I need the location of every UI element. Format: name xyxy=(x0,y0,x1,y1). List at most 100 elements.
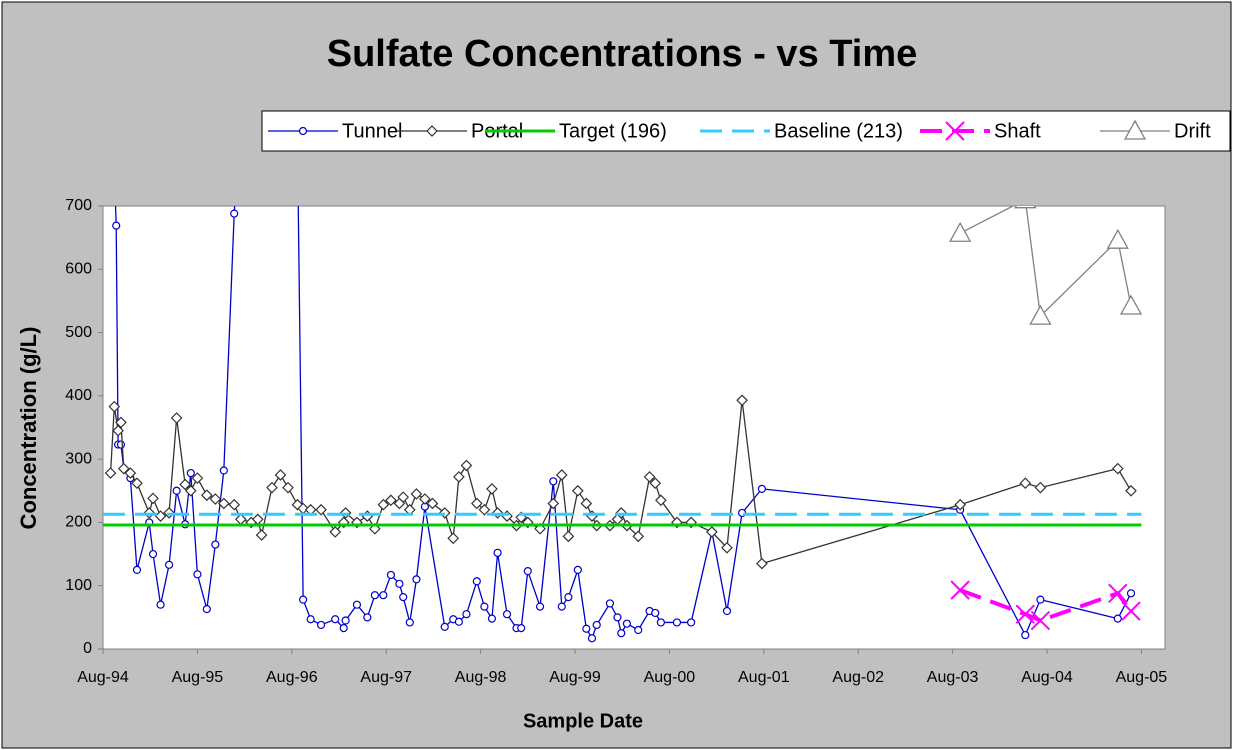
data-point xyxy=(363,613,372,622)
data-point xyxy=(274,469,287,481)
data-point xyxy=(672,618,682,627)
data-point xyxy=(1034,481,1047,494)
data-point xyxy=(154,510,167,522)
data-point xyxy=(555,469,568,481)
data-point xyxy=(337,516,350,529)
data-point xyxy=(706,526,718,538)
x-tick-label: Aug-05 xyxy=(1116,669,1168,686)
data-point xyxy=(757,484,767,493)
data-point xyxy=(573,565,582,574)
data-point xyxy=(1015,604,1035,624)
data-point xyxy=(1029,304,1052,325)
data-point xyxy=(721,541,733,554)
data-point xyxy=(172,486,181,495)
data-point xyxy=(470,497,483,510)
data-point xyxy=(523,567,532,576)
data-point xyxy=(331,615,340,624)
data-point xyxy=(291,498,304,511)
data-point xyxy=(228,498,241,511)
data-point xyxy=(341,616,350,625)
data-point xyxy=(454,617,463,626)
data-point xyxy=(571,484,584,497)
legend-marker xyxy=(1123,119,1147,140)
y-tick-label: 400 xyxy=(65,387,92,404)
data-point xyxy=(587,634,597,643)
data-point xyxy=(379,591,388,600)
data-point xyxy=(549,477,558,486)
x-tick-label: Aug-01 xyxy=(738,669,790,686)
data-point xyxy=(517,624,526,633)
x-tick-label: Aug-00 xyxy=(644,669,696,686)
x-axis-label: Sample Date xyxy=(523,710,643,732)
data-point xyxy=(131,477,143,490)
data-point xyxy=(315,503,327,516)
chart-title: Sulfate Concentrations - vs Time xyxy=(327,33,918,75)
data-point xyxy=(405,618,414,627)
data-point xyxy=(671,516,683,529)
data-point xyxy=(370,591,379,600)
data-point xyxy=(170,412,183,424)
data-point xyxy=(949,221,972,242)
plot-area xyxy=(102,205,1166,650)
data-point xyxy=(440,622,449,631)
data-point xyxy=(1021,630,1030,640)
data-point xyxy=(493,548,502,557)
x-tick-label: Aug-04 xyxy=(1021,669,1073,686)
data-point xyxy=(104,467,117,479)
y-tick-label: 300 xyxy=(65,450,92,467)
data-point xyxy=(547,497,560,510)
data-point xyxy=(535,602,545,611)
data-point xyxy=(651,608,660,618)
plot-content xyxy=(103,206,1143,643)
data-point xyxy=(179,478,191,491)
data-point xyxy=(266,481,278,494)
data-point xyxy=(230,209,239,218)
data-point xyxy=(377,498,390,511)
data-point xyxy=(1030,610,1051,631)
data-point xyxy=(643,471,656,483)
data-point xyxy=(487,614,497,623)
x-tick-label: Aug-96 xyxy=(266,669,318,686)
data-point xyxy=(116,440,126,449)
legend-marker xyxy=(298,126,308,136)
data-point xyxy=(649,477,662,490)
y-tick-label: 500 xyxy=(65,324,92,341)
data-point xyxy=(112,221,121,230)
legend-label: Shaft xyxy=(994,120,1041,142)
data-point xyxy=(521,516,534,529)
data-point xyxy=(562,530,575,543)
data-point xyxy=(399,593,408,602)
data-point xyxy=(316,620,326,630)
data-point xyxy=(124,467,137,479)
data-point xyxy=(108,400,121,413)
data-point xyxy=(453,471,465,483)
data-point xyxy=(117,462,130,475)
data-point xyxy=(191,472,204,484)
data-point xyxy=(200,489,213,502)
data-point xyxy=(1111,462,1124,475)
data-point xyxy=(339,624,348,633)
data-point xyxy=(385,494,397,507)
data-point xyxy=(582,624,591,633)
data-point xyxy=(472,577,481,586)
data-point xyxy=(1125,484,1137,497)
data-point xyxy=(211,540,220,549)
data-point xyxy=(605,599,615,608)
data-point xyxy=(564,593,573,602)
data-point xyxy=(148,549,158,559)
data-point xyxy=(447,532,460,545)
data-point xyxy=(164,560,174,569)
data-point xyxy=(950,580,970,600)
legend-marker xyxy=(426,125,438,137)
x-tick-label: Aug-94 xyxy=(77,669,129,686)
data-point xyxy=(115,416,127,429)
data-point xyxy=(722,606,732,616)
data-point xyxy=(426,497,439,510)
data-point xyxy=(147,492,159,505)
y-tick-label: 100 xyxy=(65,577,92,594)
data-point xyxy=(685,516,697,529)
data-point xyxy=(186,468,195,478)
data-point xyxy=(634,625,643,635)
data-point xyxy=(1126,589,1136,598)
